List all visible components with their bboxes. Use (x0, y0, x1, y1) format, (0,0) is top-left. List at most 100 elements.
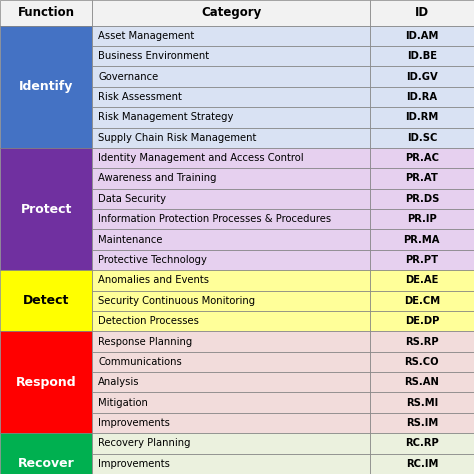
Text: Identify: Identify (19, 80, 73, 93)
Text: PR.PT: PR.PT (405, 255, 438, 265)
Bar (370, 291, 474, 311)
Bar (92, 229, 370, 250)
Bar (370, 454, 474, 474)
Bar (92, 189, 370, 209)
Text: Protective Technology: Protective Technology (98, 255, 207, 265)
Bar (370, 148, 474, 168)
Text: Identity Management and Access Control: Identity Management and Access Control (98, 153, 304, 163)
Text: PR.AT: PR.AT (405, 173, 438, 183)
Bar (370, 46, 474, 66)
Bar (92, 128, 370, 148)
Text: PR.AC: PR.AC (405, 153, 439, 163)
Text: Recovery Planning: Recovery Planning (98, 438, 191, 448)
Text: Response Planning: Response Planning (98, 337, 192, 346)
Text: Detection Processes: Detection Processes (98, 316, 199, 326)
Bar (370, 372, 474, 392)
Bar (92, 291, 370, 311)
Text: RS.IM: RS.IM (406, 418, 438, 428)
Bar (92, 311, 370, 331)
Text: Anomalies and Events: Anomalies and Events (98, 275, 209, 285)
Bar (370, 87, 474, 107)
Bar (370, 413, 474, 433)
Text: Category: Category (201, 6, 261, 19)
Bar (92, 270, 370, 291)
Bar (370, 0, 474, 26)
Bar (92, 87, 370, 107)
Text: PR.MA: PR.MA (403, 235, 440, 245)
Bar (0, 433, 92, 474)
Text: DE.AE: DE.AE (405, 275, 438, 285)
Bar (370, 189, 474, 209)
Bar (92, 168, 370, 189)
Bar (370, 107, 474, 128)
Text: Analysis: Analysis (98, 377, 140, 387)
Text: Mitigation: Mitigation (98, 398, 148, 408)
Bar (92, 209, 370, 229)
Bar (370, 168, 474, 189)
Text: Governance: Governance (98, 72, 158, 82)
Bar (370, 270, 474, 291)
Text: PR.DS: PR.DS (405, 194, 439, 204)
Text: Improvements: Improvements (98, 459, 170, 469)
Text: Risk Management Strategy: Risk Management Strategy (98, 112, 234, 122)
Text: Supply Chain Risk Management: Supply Chain Risk Management (98, 133, 256, 143)
Text: RC.RP: RC.RP (405, 438, 439, 448)
Bar (92, 413, 370, 433)
Bar (92, 107, 370, 128)
Bar (0, 0, 92, 26)
Bar (0, 331, 92, 433)
Bar (92, 352, 370, 372)
Text: ID.GV: ID.GV (406, 72, 438, 82)
Bar (370, 209, 474, 229)
Text: Business Environment: Business Environment (98, 51, 209, 61)
Text: ID.AM: ID.AM (405, 31, 438, 41)
Text: Information Protection Processes & Procedures: Information Protection Processes & Proce… (98, 214, 331, 224)
Bar (92, 0, 370, 26)
Bar (370, 128, 474, 148)
Bar (92, 454, 370, 474)
Text: Function: Function (18, 6, 75, 19)
Bar (370, 66, 474, 87)
Text: Improvements: Improvements (98, 418, 170, 428)
Text: RC.IM: RC.IM (406, 459, 438, 469)
Bar (92, 46, 370, 66)
Bar (370, 331, 474, 352)
Text: ID: ID (415, 6, 429, 19)
Text: ID.BE: ID.BE (407, 51, 437, 61)
Bar (92, 148, 370, 168)
Text: DE.CM: DE.CM (404, 296, 440, 306)
Text: Maintenance: Maintenance (98, 235, 163, 245)
Text: PR.IP: PR.IP (407, 214, 437, 224)
Bar (92, 433, 370, 454)
Text: Detect: Detect (23, 294, 69, 307)
Bar (370, 229, 474, 250)
Bar (92, 66, 370, 87)
Bar (370, 433, 474, 454)
Text: Communications: Communications (98, 357, 182, 367)
Bar (92, 372, 370, 392)
Bar (0, 270, 92, 331)
Bar (92, 26, 370, 46)
Text: Risk Assessment: Risk Assessment (98, 92, 182, 102)
Text: ID.RM: ID.RM (405, 112, 438, 122)
Text: Respond: Respond (16, 376, 76, 389)
Bar (92, 331, 370, 352)
Text: RS.CO: RS.CO (404, 357, 439, 367)
Bar (0, 148, 92, 270)
Text: RS.RP: RS.RP (405, 337, 438, 346)
Text: Security Continuous Monitoring: Security Continuous Monitoring (98, 296, 255, 306)
Bar (0, 26, 92, 148)
Bar (370, 311, 474, 331)
Bar (92, 250, 370, 270)
Text: ID.RA: ID.RA (406, 92, 438, 102)
Text: Recover: Recover (18, 457, 74, 470)
Text: RS.MI: RS.MI (406, 398, 438, 408)
Bar (370, 250, 474, 270)
Bar (370, 392, 474, 413)
Text: DE.DP: DE.DP (405, 316, 439, 326)
Text: Data Security: Data Security (98, 194, 166, 204)
Text: Asset Management: Asset Management (98, 31, 194, 41)
Text: RS.AN: RS.AN (404, 377, 439, 387)
Bar (370, 26, 474, 46)
Bar (370, 352, 474, 372)
